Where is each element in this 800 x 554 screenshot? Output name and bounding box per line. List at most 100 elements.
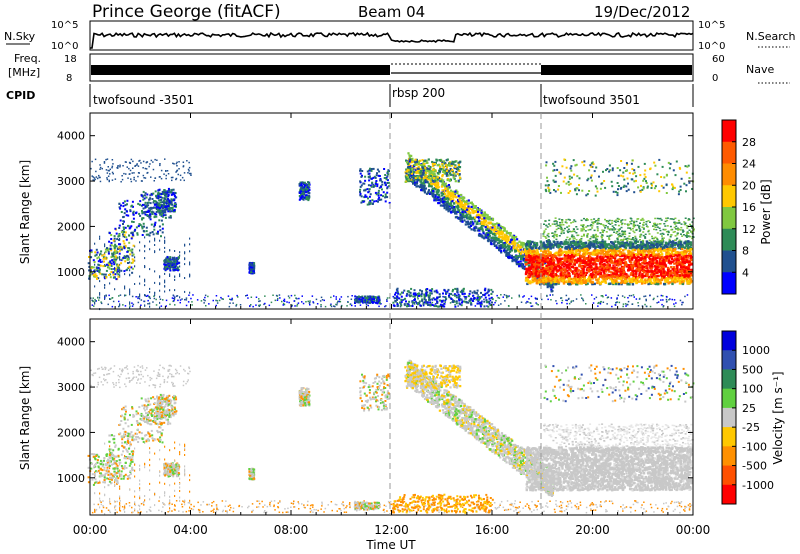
range-gate-cell xyxy=(91,160,93,163)
range-gate-cell xyxy=(585,283,588,286)
range-gate-cell xyxy=(512,256,515,259)
range-gate-cell xyxy=(573,243,577,246)
range-gate-cell xyxy=(489,239,492,242)
range-gate-cell xyxy=(459,211,462,215)
range-gate-cell xyxy=(167,195,170,198)
range-gate-cell xyxy=(516,256,519,259)
range-gate-cell xyxy=(111,179,114,181)
range-gate-cell xyxy=(482,214,485,217)
range-gate-cell xyxy=(517,263,520,266)
range-gate-cell xyxy=(603,272,606,276)
range-gate-cell xyxy=(506,245,509,248)
range-gate-cell xyxy=(462,203,465,206)
range-gate-cell xyxy=(146,214,149,217)
range-gate-cell xyxy=(110,234,113,236)
range-gate-cell xyxy=(281,300,283,303)
range-gate-cell xyxy=(497,238,500,241)
range-gate-cell xyxy=(589,278,592,282)
range-gate-cell xyxy=(143,300,146,303)
range-gate-cell xyxy=(172,176,174,179)
range-gate-cell xyxy=(431,301,434,304)
range-gate-cell xyxy=(645,298,647,301)
range-gate-cell xyxy=(444,301,446,303)
range-gate-cell xyxy=(392,301,395,304)
range-gate-cell xyxy=(523,265,526,268)
range-gate-cell xyxy=(296,305,298,307)
range-gate-cell xyxy=(139,214,142,217)
range-gate-cell xyxy=(136,232,139,235)
range-gate-cell xyxy=(497,231,500,234)
range-gate-cell xyxy=(441,304,444,307)
range-gate-cell xyxy=(143,225,145,228)
range-gate-cell xyxy=(166,191,169,194)
range-gate-cell xyxy=(371,298,374,301)
range-gate-cell xyxy=(443,305,446,308)
range-gate-cell xyxy=(173,300,175,302)
range-gate-cell xyxy=(146,211,149,213)
range-gate-cell xyxy=(416,292,419,295)
range-gate-cell xyxy=(160,198,163,201)
range-gate-cell xyxy=(501,235,504,238)
range-gate-cell xyxy=(359,299,362,302)
range-gate-cell xyxy=(302,189,304,192)
range-gate-cell xyxy=(184,244,186,247)
range-gate-cell xyxy=(566,299,568,302)
range-gate-cell xyxy=(496,294,498,297)
range-gate-cell xyxy=(448,202,451,205)
range-gate-cell xyxy=(464,300,467,303)
range-gate-cell xyxy=(362,297,365,300)
range-gate-cell xyxy=(204,296,206,299)
range-gate-cell xyxy=(371,199,374,202)
range-gate-cell xyxy=(449,191,452,195)
range-gate-cell xyxy=(149,240,151,243)
range-gate-cell xyxy=(463,295,465,298)
range-gate-cell xyxy=(525,261,528,264)
nave-label: Nave xyxy=(746,63,774,76)
range-gate-cell xyxy=(288,297,291,299)
range-gate-cell xyxy=(146,295,148,297)
range-gate-cell xyxy=(434,303,437,305)
range-gate-cell xyxy=(112,276,115,279)
range-gate-cell xyxy=(169,190,172,193)
range-gate-cell xyxy=(606,245,609,248)
range-gate-cell xyxy=(469,290,472,293)
range-gate-cell xyxy=(476,207,479,210)
range-gate-cell xyxy=(135,212,137,215)
range-gate-cell xyxy=(139,241,141,244)
range-gate-cell xyxy=(108,294,110,297)
range-gate-cell xyxy=(443,207,446,210)
range-gate-cell xyxy=(400,291,403,294)
range-gate-cell xyxy=(307,181,309,184)
range-gate-cell xyxy=(163,173,165,175)
range-gate-cell xyxy=(491,226,494,229)
range-gate-cell xyxy=(504,251,507,254)
range-gate-cell xyxy=(445,203,448,206)
range-gate-cell xyxy=(420,292,423,295)
range-gate-cell xyxy=(547,284,550,287)
range-gate-cell xyxy=(459,217,462,220)
range-gate-cell xyxy=(507,248,510,251)
range-gate-cell xyxy=(490,243,493,246)
range-gate-cell xyxy=(88,256,90,258)
range-gate-cell xyxy=(473,220,477,223)
range-gate-cell xyxy=(330,296,332,299)
range-gate-cell xyxy=(119,263,121,266)
range-gate-cell xyxy=(163,199,165,202)
range-gate-cell xyxy=(535,270,538,273)
range-gate-cell xyxy=(486,291,489,294)
range-gate-cell xyxy=(176,169,179,172)
range-gate-cell xyxy=(458,205,461,208)
range-gate-cell xyxy=(99,168,101,170)
range-gate-cell xyxy=(159,275,161,278)
range-gate-cell xyxy=(508,243,511,246)
range-gate-cell xyxy=(330,305,333,308)
range-gate-cell xyxy=(140,162,142,164)
range-gate-cell xyxy=(94,158,97,161)
range-gate-cell xyxy=(119,164,121,166)
range-gate-cell xyxy=(681,301,683,304)
range-gate-cell xyxy=(411,164,414,167)
range-gate-cell xyxy=(131,220,133,223)
range-gate-cell xyxy=(330,303,332,305)
range-gate-cell xyxy=(486,216,489,219)
range-gate-cell xyxy=(362,299,365,302)
